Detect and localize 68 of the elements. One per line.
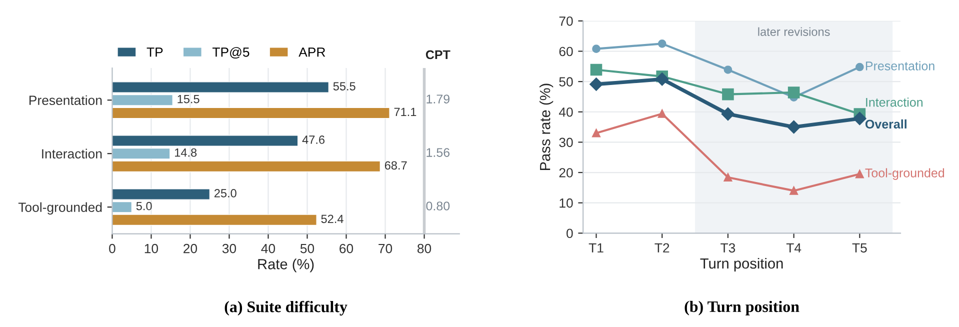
x-tick-label: 30 (222, 244, 236, 254)
y-tick-label: Tool-grounded (18, 202, 102, 215)
legend-label: TP (146, 48, 163, 57)
x-axis-title: Turn position (700, 258, 783, 272)
y-tick-label: Interaction (42, 148, 102, 158)
x-tick-label: 40 (261, 244, 276, 254)
y-axis-title: Pass rate (%) (540, 84, 554, 170)
x-tick-label: 20 (184, 244, 198, 254)
data-label: 52.4 (321, 214, 344, 224)
x-tick-label: 50 (300, 244, 314, 254)
point (790, 186, 798, 195)
x-tick-label: T1 (588, 243, 604, 252)
point (856, 62, 864, 72)
data-label: 14.8 (175, 148, 197, 157)
point (658, 110, 666, 118)
point (656, 72, 669, 86)
y-tick-label: 60 (559, 46, 573, 56)
data-label: 55.5 (333, 82, 356, 90)
text: CPT (426, 50, 450, 60)
x-tick-label: 60 (340, 244, 354, 254)
annotation: 1.79 (426, 94, 450, 104)
point (592, 128, 600, 138)
y-tick-label: 0 (566, 228, 573, 238)
point (721, 107, 735, 121)
point (787, 120, 800, 134)
point (853, 112, 866, 126)
x-axis-title: Rate (%) (258, 258, 314, 272)
data-label: 71.1 (394, 108, 416, 116)
data-label: 68.7 (384, 161, 407, 170)
point (658, 40, 666, 48)
point (856, 170, 864, 178)
point (590, 64, 602, 76)
x-tick-label: 70 (378, 244, 392, 254)
series-label: Interaction (866, 98, 922, 107)
x-tick-label: T5 (852, 243, 867, 253)
series-label: Overall (865, 119, 906, 129)
x-tick-label: 0 (109, 244, 116, 254)
data-label: 15.5 (178, 95, 200, 104)
y-tick-label: 20 (559, 168, 573, 178)
annotation: 1.56 (426, 148, 450, 157)
x-tick-label: T3 (720, 243, 736, 253)
x-tick-label: 10 (144, 244, 158, 254)
point (788, 86, 800, 98)
point (724, 173, 732, 182)
x-tick-label: T2 (654, 243, 670, 252)
point (722, 88, 734, 100)
y-tick-label: 10 (560, 198, 573, 208)
y-tick-label: 50 (559, 77, 573, 86)
series-label: Tool-grounded (865, 168, 944, 180)
text: (a) Suite difficulty (224, 300, 348, 316)
annotation: 0.80 (426, 202, 450, 210)
point (592, 44, 600, 53)
y-tick-label: 70 (559, 16, 573, 26)
data-label: 25.0 (214, 189, 236, 198)
series-label: Presentation (866, 61, 934, 70)
point (590, 78, 603, 91)
y-tick-label: Presentation (29, 95, 102, 106)
band-label: later revisions (758, 27, 830, 36)
y-tick-label: 30 (559, 138, 573, 148)
legend-label: APR (298, 48, 326, 57)
data-label: 47.6 (302, 136, 324, 144)
data-label: 5.0 (136, 202, 152, 210)
legend-label: TP@5 (212, 47, 250, 59)
point (724, 66, 732, 74)
text: (b) Turn position (684, 300, 800, 316)
x-tick-label: 80 (417, 244, 432, 254)
x-tick-label: T4 (786, 243, 802, 252)
y-tick-label: 40 (558, 107, 573, 117)
